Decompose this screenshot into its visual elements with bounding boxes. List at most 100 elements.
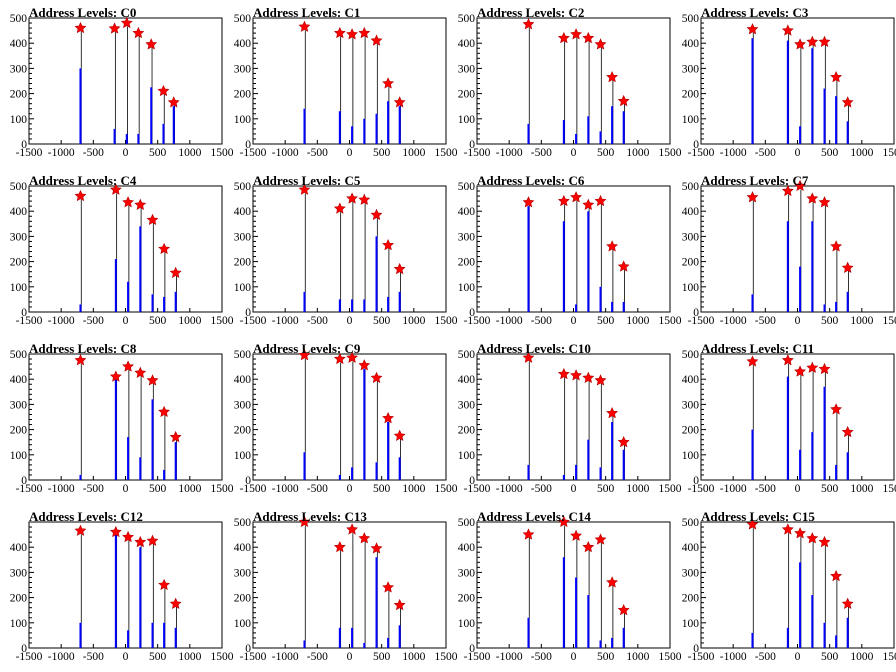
y-tick-label: 100 — [682, 282, 700, 294]
y-tick-label: 100 — [234, 450, 252, 462]
peak-marker — [298, 183, 311, 195]
panel-title: Address Levels: C7 — [701, 173, 809, 188]
panel-title: Address Levels: C0 — [29, 5, 137, 20]
peak-marker — [818, 196, 831, 208]
x-tick-label: 0 — [795, 651, 801, 663]
peak-marker — [617, 94, 630, 107]
y-tick-label: 200 — [234, 89, 252, 101]
y-tick-label: 100 — [682, 450, 700, 462]
histogram-panel: 0 100 200 300 400 500 -1500 -1000 -500 0 500 1000 15… — [672, 504, 896, 672]
y-tick-label: 500 — [682, 517, 700, 529]
x-tick-label: -1500 — [240, 147, 267, 159]
peak-marker — [145, 38, 158, 50]
peak-marker — [382, 238, 395, 251]
histogram-panel: 0 100 200 300 400 500 -1500 -1000 -500 0 500 1000 15… — [448, 336, 682, 504]
x-tick-label: 1000 — [626, 315, 649, 327]
peak-marker — [134, 366, 147, 378]
y-tick-label: 100 — [458, 450, 476, 462]
y-tick-label: 200 — [10, 89, 28, 101]
y-tick-label: 0 — [469, 643, 475, 655]
y-tick-label: 200 — [10, 593, 28, 605]
x-tick-label: 1500 — [211, 483, 234, 495]
y-tick-label: 400 — [458, 542, 476, 554]
x-tick-label: -500 — [83, 147, 104, 159]
peak-marker — [146, 213, 159, 226]
plot-frame — [700, 521, 895, 649]
y-tick-label: 400 — [234, 206, 252, 218]
peak-marker — [841, 96, 854, 108]
x-tick-label: 0 — [123, 315, 129, 327]
peak-marker — [606, 70, 619, 83]
plot-frame — [28, 353, 223, 481]
panel-title: Address Levels: C4 — [29, 173, 137, 188]
histogram-plot: 0 100 200 300 400 500 -1500 -1000 -500 0 500 1000 15… — [682, 349, 896, 495]
x-tick-label: 0 — [123, 483, 129, 495]
y-tick-label: 300 — [682, 63, 700, 75]
x-tick-label: 1500 — [659, 147, 682, 159]
peak-marker — [120, 16, 133, 29]
y-tick-label: 500 — [10, 181, 28, 193]
peak-marker — [617, 435, 630, 448]
panel-title: Address Levels: C12 — [29, 509, 143, 524]
x-tick-label: 1500 — [435, 315, 458, 327]
peak-marker — [393, 429, 406, 441]
histogram-plot: 0 100 200 300 400 500 -1500 -1000 -500 0 500 1000 15… — [234, 181, 458, 327]
peak-marker — [158, 578, 171, 591]
peak-marker — [382, 581, 395, 593]
peak-marker — [109, 370, 122, 382]
histogram-panel: 0 100 200 300 400 500 -1500 -1000 -500 0 500 1000 15… — [448, 168, 682, 336]
x-tick-label: 0 — [347, 147, 353, 159]
x-tick-label: -1500 — [16, 651, 43, 663]
peak-marker — [594, 374, 607, 386]
x-tick-label: -500 — [83, 483, 104, 495]
y-tick-label: 0 — [21, 475, 27, 487]
plot-frame — [252, 353, 447, 481]
y-tick-label: 100 — [234, 114, 252, 126]
histogram-plot: 0 100 200 300 400 500 -1500 -1000 -500 0 500 1000 15… — [682, 517, 896, 663]
peak-marker — [346, 523, 358, 535]
y-tick-label: 0 — [469, 307, 475, 319]
histogram-plot: 0 100 200 300 400 500 -1500 -1000 -500 0 500 1000 15… — [234, 515, 458, 663]
y-tick-label: 300 — [10, 63, 28, 75]
peak-marker — [358, 193, 371, 205]
x-tick-label: 1000 — [850, 147, 873, 159]
peak-marker — [522, 18, 535, 30]
plot-frame — [476, 185, 671, 313]
peak-marker — [557, 194, 570, 207]
peak-marker — [333, 540, 346, 553]
histogram-panel: 0 100 200 300 400 500 -1500 -1000 -500 0 500 1000 15… — [224, 0, 458, 168]
x-tick-label: 1500 — [883, 483, 896, 495]
panel-title: Address Levels: C2 — [477, 5, 585, 20]
x-tick-label: -1000 — [48, 147, 75, 159]
histogram-plot: 0 100 200 300 400 500 -1500 -1000 -500 0 500 1000 15… — [458, 349, 682, 495]
x-tick-label: 0 — [571, 651, 577, 663]
peak-marker — [781, 523, 794, 535]
x-tick-label: -1500 — [16, 315, 43, 327]
x-tick-label: 1000 — [850, 315, 873, 327]
y-tick-label: 300 — [234, 567, 252, 579]
peak-marker — [298, 515, 311, 528]
x-tick-label: -1000 — [496, 483, 523, 495]
y-tick-label: 400 — [234, 38, 252, 50]
x-tick-label: -500 — [307, 483, 328, 495]
histogram-panel: 0 100 200 300 400 500 -1500 -1000 -500 0 500 1000 15… — [224, 504, 458, 672]
histogram-plot: 0 100 200 300 400 500 -1500 -1000 -500 0 500 1000 15… — [458, 181, 682, 327]
x-tick-label: 1500 — [883, 147, 896, 159]
peak-marker — [806, 35, 819, 47]
peak-marker — [830, 403, 843, 415]
x-tick-label: 500 — [597, 147, 615, 159]
peak-marker — [806, 192, 819, 204]
y-tick-label: 200 — [458, 257, 476, 269]
peak-marker — [794, 179, 806, 192]
y-tick-label: 500 — [458, 517, 476, 529]
peak-marker — [393, 262, 406, 275]
peak-marker — [818, 35, 831, 47]
y-tick-label: 300 — [10, 231, 28, 243]
peak-marker — [781, 24, 794, 36]
panel-title: Address Levels: C1 — [253, 5, 361, 20]
panel-title: Address Levels: C14 — [477, 509, 591, 524]
x-tick-label: -500 — [755, 483, 776, 495]
x-tick-label: 1500 — [883, 315, 896, 327]
plot-frame — [700, 185, 895, 313]
x-tick-label: -500 — [531, 483, 552, 495]
